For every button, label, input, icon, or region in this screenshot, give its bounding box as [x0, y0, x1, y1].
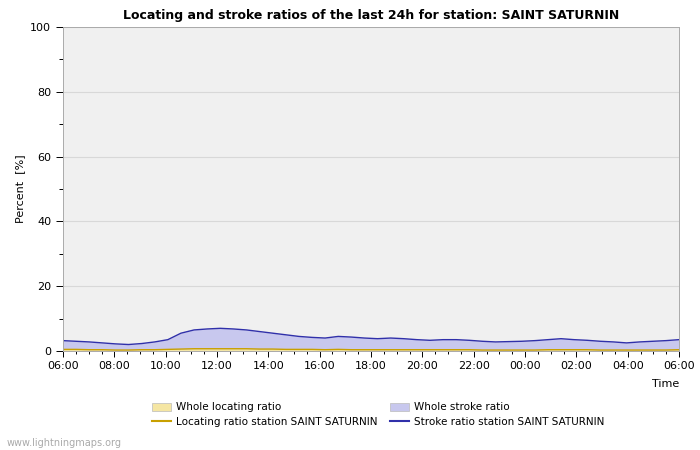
Legend: Whole locating ratio, Locating ratio station SAINT SATURNIN, Whole stroke ratio,: Whole locating ratio, Locating ratio sta…: [148, 398, 609, 431]
Text: Time: Time: [652, 378, 679, 388]
Title: Locating and stroke ratios of the last 24h for station: SAINT SATURNIN: Locating and stroke ratios of the last 2…: [123, 9, 619, 22]
Y-axis label: Percent  [%]: Percent [%]: [15, 155, 24, 223]
Text: www.lightningmaps.org: www.lightningmaps.org: [7, 438, 122, 448]
